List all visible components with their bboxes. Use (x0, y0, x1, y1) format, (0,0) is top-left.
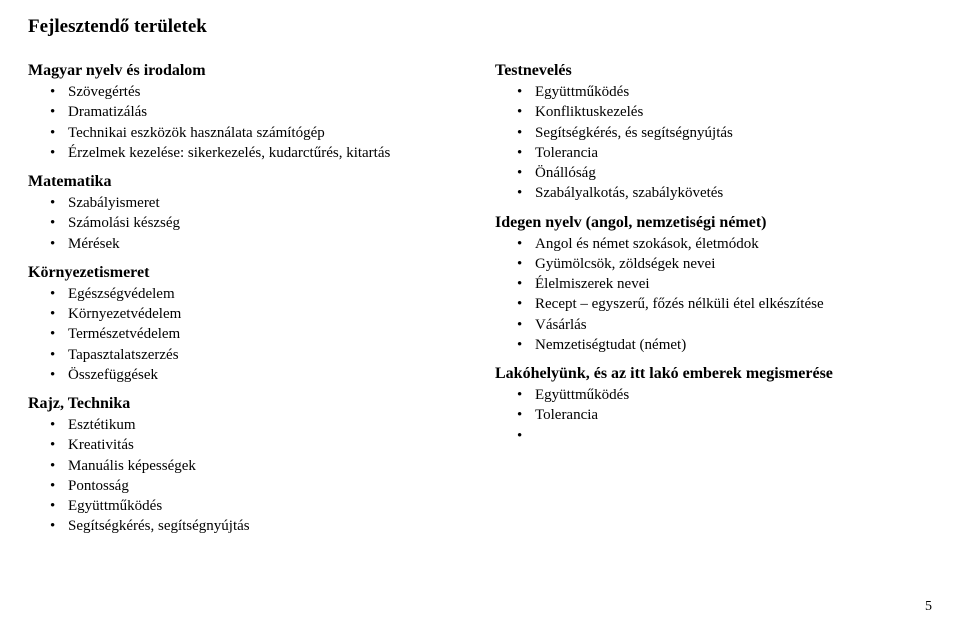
list-item: Tapasztalatszerzés (68, 345, 465, 365)
list-item: Recept – egyszerű, főzés nélküli étel el… (535, 294, 932, 314)
list-item: Dramatizálás (68, 102, 465, 122)
section-heading: Lakóhelyünk, és az itt lakó emberek megi… (495, 365, 932, 383)
bullet-list: Szövegértés Dramatizálás Technikai eszkö… (68, 82, 465, 163)
list-item: Segítségkérés, segítségnyújtás (68, 516, 465, 536)
list-item: Önállóság (535, 163, 932, 183)
section-heading: Idegen nyelv (angol, nemzetiségi német) (495, 214, 932, 232)
bullet-list: Együttműködés Konfliktuskezelés Segítség… (535, 82, 932, 204)
list-item: Szabályismeret (68, 193, 465, 213)
section-heading: Matematika (28, 173, 465, 191)
list-item: Nemzetiségtudat (német) (535, 335, 932, 355)
page-title: Fejlesztendő területek (28, 16, 932, 38)
content-columns: Magyar nyelv és irodalom Szövegértés Dra… (28, 62, 932, 547)
section-heading: Magyar nyelv és irodalom (28, 62, 465, 80)
bullet-list: Együttműködés Tolerancia (535, 385, 932, 426)
left-column: Magyar nyelv és irodalom Szövegértés Dra… (28, 62, 465, 547)
list-item: Egészségvédelem (68, 284, 465, 304)
list-item: Tolerancia (535, 143, 932, 163)
list-item: Összefüggések (68, 365, 465, 385)
section-heading: Környezetismeret (28, 264, 465, 282)
list-item: Gyümölcsök, zöldségek nevei (535, 254, 932, 274)
list-item: Angol és német szokások, életmódok (535, 234, 932, 254)
list-item: Technikai eszközök használata számítógép (68, 123, 465, 143)
list-item: Élelmiszerek nevei (535, 274, 932, 294)
list-item: Kreativitás (68, 435, 465, 455)
list-item: Manuális képességek (68, 456, 465, 476)
bullet-list: Egészségvédelem Környezetvédelem Termész… (68, 284, 465, 385)
list-item: Esztétikum (68, 415, 465, 435)
list-item: Természetvédelem (68, 324, 465, 344)
right-column: Testnevelés Együttműködés Konfliktuskeze… (495, 62, 932, 547)
list-item: Tolerancia (535, 405, 932, 425)
list-item: Környezetvédelem (68, 304, 465, 324)
page-number: 5 (925, 599, 932, 615)
bullet-list: Szabályismeret Számolási készség Mérések (68, 193, 465, 254)
list-item: Szabályalkotás, szabálykövetés (535, 183, 932, 203)
section-heading: Rajz, Technika (28, 395, 465, 413)
section-heading: Testnevelés (495, 62, 932, 80)
list-item: Segítségkérés, és segítségnyújtás (535, 123, 932, 143)
list-item: Konfliktuskezelés (535, 102, 932, 122)
bullet-list: Esztétikum Kreativitás Manuális képesség… (68, 415, 465, 537)
list-item: Számolási készség (68, 213, 465, 233)
list-item: Együttműködés (68, 496, 465, 516)
list-item: Szövegértés (68, 82, 465, 102)
list-item: Együttműködés (535, 385, 932, 405)
list-item: Érzelmek kezelése: sikerkezelés, kudarct… (68, 143, 465, 163)
list-item: Mérések (68, 234, 465, 254)
bullet-list: Angol és német szokások, életmódok Gyümö… (535, 234, 932, 356)
list-item: Együttműködés (535, 82, 932, 102)
list-item: Vásárlás (535, 315, 932, 335)
list-item: Pontosság (68, 476, 465, 496)
